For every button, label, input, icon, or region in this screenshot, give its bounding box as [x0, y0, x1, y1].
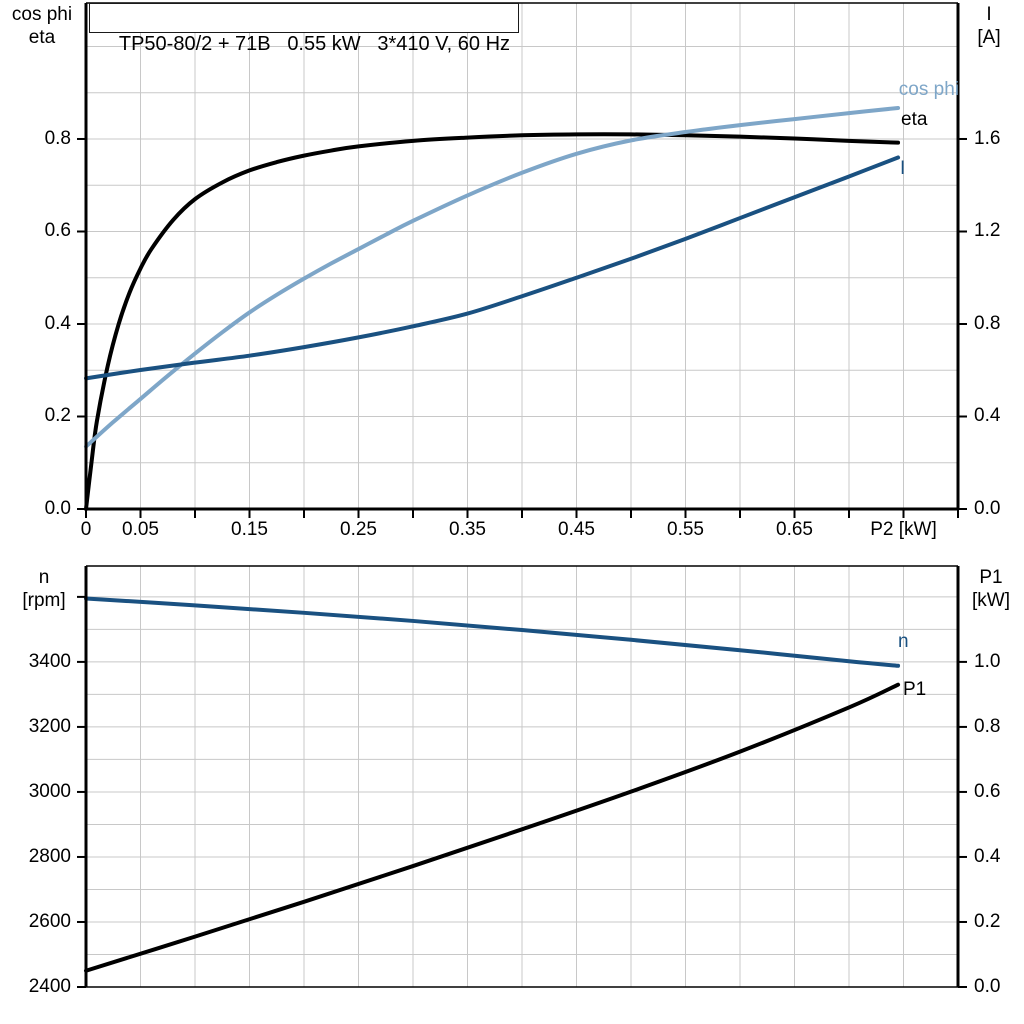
left-tick-label: 0.4	[44, 312, 71, 334]
axis-title-line: I	[986, 4, 992, 25]
current-curve-label: I	[900, 158, 906, 179]
axis-title-line: eta	[28, 27, 56, 48]
left-tick-label: 0.2	[44, 405, 71, 427]
top-left-axis-title: cos phi eta	[2, 3, 82, 49]
p1-curve-label: P1	[903, 679, 927, 700]
x-tick-label: 0.15	[231, 519, 268, 540]
left-tick-label: 2600	[28, 910, 71, 932]
axis-title-line: cos phi	[11, 4, 73, 25]
axis-title-line: P1	[979, 567, 1003, 588]
right-tick-label: 1.0	[974, 650, 1001, 672]
top-right-axis-title: I [A]	[962, 3, 1016, 49]
left-tick-label: 3000	[28, 780, 71, 802]
bottom-left-axis-title: n [rpm]	[6, 566, 82, 612]
cos-phi-curve-label: cos phi	[898, 79, 959, 100]
bottom-right-axis-title: P1 [kW]	[962, 566, 1020, 612]
x-tick-label: 0.55	[667, 519, 704, 540]
left-tick-label: 0.0	[44, 498, 71, 519]
chart-title: TP50-80/2 + 71B 0.55 kW 3*410 V, 60 Hz	[118, 33, 511, 55]
x-tick-label: 0	[80, 519, 92, 540]
eta-curve	[84, 132, 901, 511]
axis-title-line: [A]	[977, 27, 1001, 48]
right-tick-label: 0.8	[974, 715, 1001, 737]
p1-curve	[84, 682, 901, 973]
right-tick-label: 1.6	[974, 127, 1001, 149]
x-tick-label: 0.25	[340, 519, 377, 540]
right-tick-label: 0.0	[974, 498, 1001, 519]
x-tick-label: 0.65	[776, 519, 813, 540]
axis-title-line: [kW]	[972, 590, 1010, 611]
right-tick-label: 0.0	[974, 976, 1001, 997]
right-tick-label: 0.2	[974, 910, 1001, 932]
x-tick-label: P2 [kW]	[870, 519, 937, 540]
x-tick-label: 0.35	[449, 519, 486, 540]
right-tick-label: 0.6	[974, 780, 1001, 802]
speed-curve-label: n	[898, 631, 909, 652]
x-tick-label: 0.05	[122, 519, 159, 540]
x-tick-label: 0.45	[558, 519, 595, 540]
chart-title-box: TP50-80/2 + 71B 0.55 kW 3*410 V, 60 Hz	[89, 3, 519, 55]
left-tick-label: 2400	[28, 976, 71, 997]
frame-chart-1	[77, 565, 967, 988]
axis-title-line: [rpm]	[22, 590, 66, 611]
right-tick-label: 0.8	[974, 312, 1001, 334]
current-curve	[84, 155, 901, 381]
gridlines-chart-0	[86, 3, 958, 509]
left-tick-label: 2800	[28, 845, 71, 867]
right-tick-label: 0.4	[974, 405, 1001, 427]
eta-curve-label: eta	[901, 109, 928, 130]
speed-curve	[84, 596, 901, 668]
left-tick-label: 3200	[28, 715, 71, 737]
left-tick-label: 0.8	[44, 127, 71, 149]
right-tick-label: 0.4	[974, 845, 1001, 867]
left-tick-label: 0.6	[44, 220, 71, 242]
left-tick-label: 3400	[28, 650, 71, 672]
right-tick-label: 1.2	[974, 220, 1001, 242]
axis-title-line: n	[38, 567, 50, 588]
